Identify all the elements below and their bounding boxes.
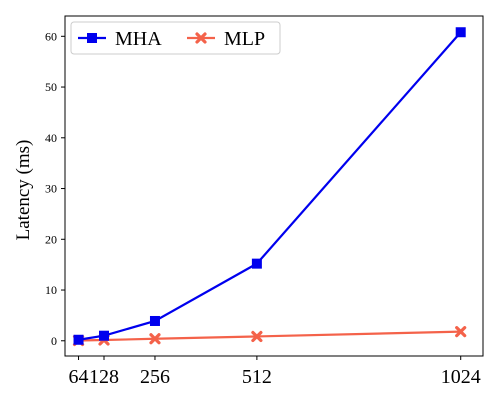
- data-point-mha: [73, 334, 84, 345]
- data-point-mlp: [251, 330, 263, 343]
- legend-marker-mha: [87, 33, 97, 43]
- x-axis-ticks: 64 128 256 512 1024: [69, 356, 481, 388]
- data-point-mha: [99, 330, 110, 341]
- plot-frame: [64, 15, 484, 357]
- y-tick-label: 0: [51, 334, 57, 348]
- legend-entry-mha: MHA: [78, 28, 162, 50]
- data-point-mha: [455, 27, 466, 38]
- y-tick-label: 30: [45, 182, 57, 196]
- x-tick-label: 1024: [441, 366, 481, 388]
- data-point-mha: [251, 258, 262, 269]
- legend-marker-mlp: [195, 32, 207, 44]
- x-tick-label: 256: [140, 366, 170, 388]
- series-mlp: [72, 326, 467, 347]
- y-tick-label: 50: [45, 80, 57, 94]
- y-axis-ticks: 0 10 20 30 40 50 60: [45, 29, 65, 348]
- legend-box: [70, 21, 281, 55]
- legend-entry-mlp: MLP: [187, 28, 265, 50]
- series-line-mha: [78, 31, 462, 341]
- legend: MHA MLP: [70, 21, 281, 55]
- data-point-mha: [149, 315, 160, 326]
- y-tick-label: 60: [45, 29, 57, 43]
- data-point-mlp: [149, 333, 161, 345]
- y-tick-label: 10: [45, 283, 57, 297]
- series-line-mlp: [78, 330, 461, 342]
- data-point-mlp: [455, 326, 467, 338]
- legend-label-mha: MHA: [115, 28, 162, 50]
- legend-label-mlp: MLP: [224, 28, 265, 50]
- x-tick-label: 64: [69, 366, 89, 388]
- y-tick-label: 20: [45, 232, 57, 246]
- y-tick-label: 40: [45, 131, 57, 145]
- x-tick-label: 512: [242, 366, 272, 388]
- x-tick-label: 128: [89, 366, 119, 388]
- series-layer: [72, 27, 467, 347]
- series-mha: [73, 27, 466, 345]
- plot-area: [64, 15, 484, 357]
- y-axis-label: Latency (ms): [13, 140, 34, 241]
